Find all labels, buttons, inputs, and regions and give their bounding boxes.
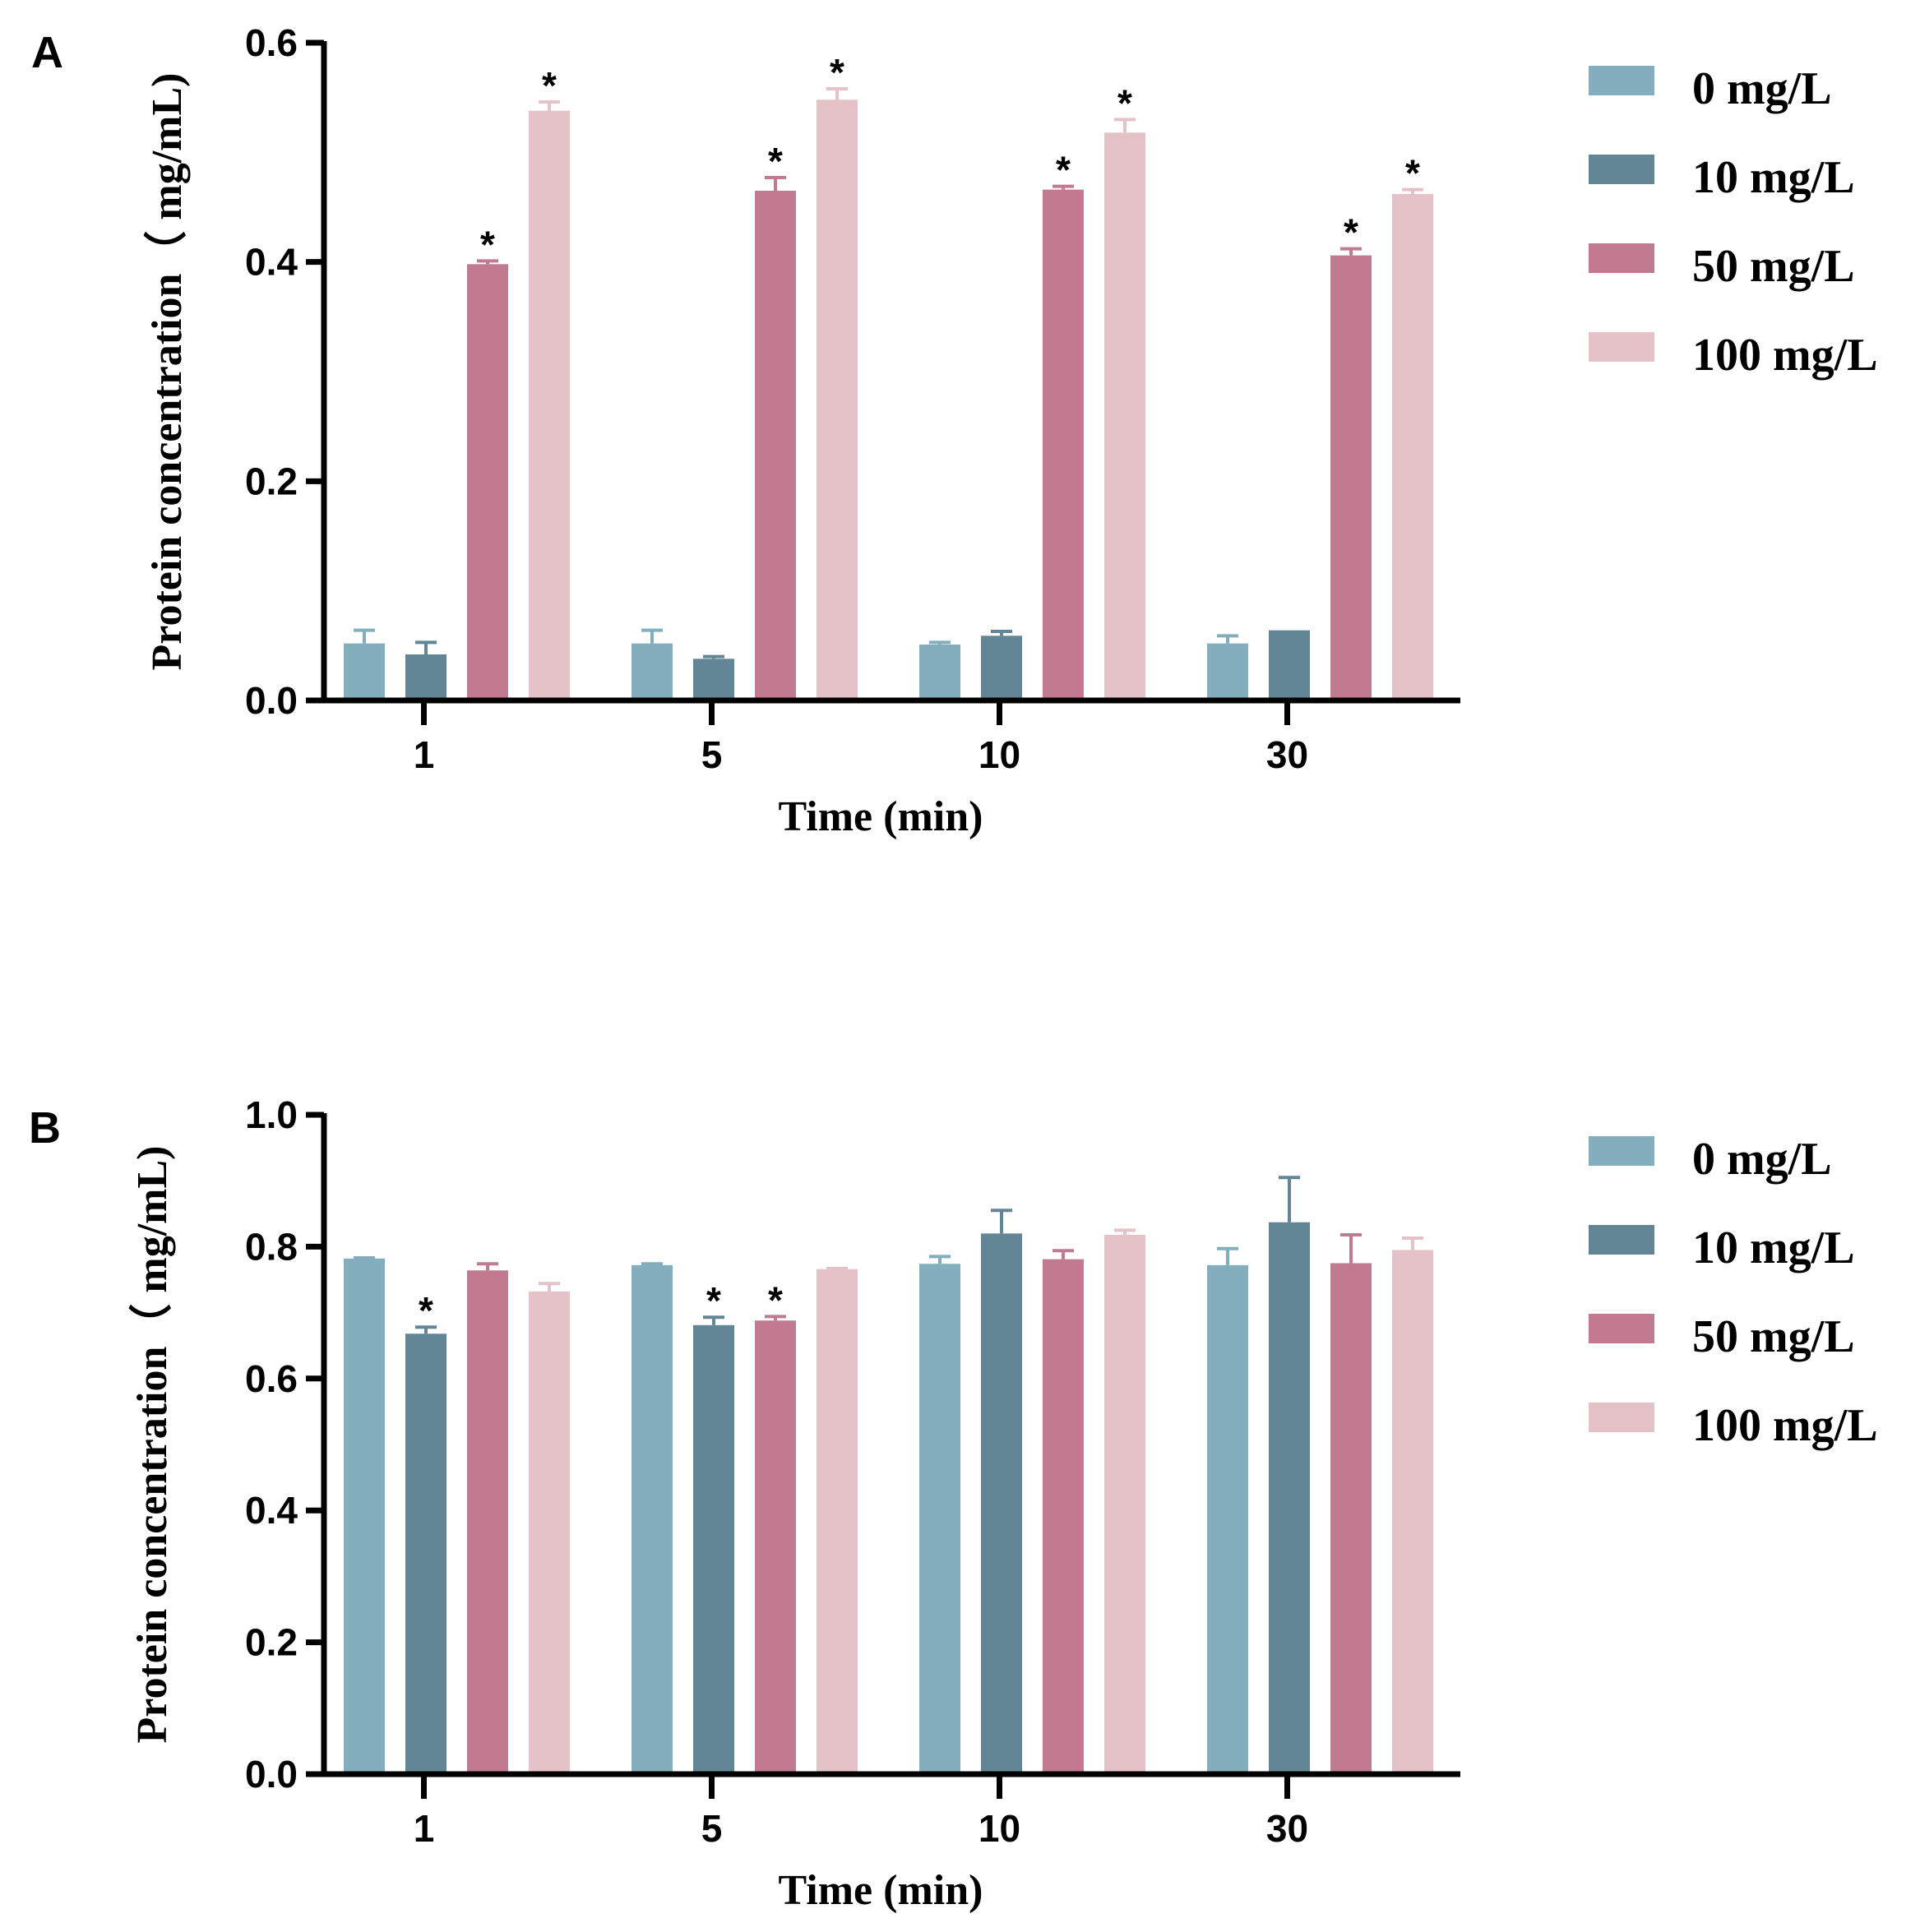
legend-swatch [1589, 243, 1654, 273]
significance-star: * [706, 1279, 721, 1322]
bar [405, 654, 446, 700]
y-tick-label: 0.8 [245, 1225, 298, 1268]
y-tick-label: 0.4 [245, 241, 298, 284]
panel-label: A [31, 28, 63, 77]
legend-swatch [1589, 1225, 1654, 1255]
x-tick-label: 5 [701, 733, 723, 776]
y-axis-title: Protein concentration（ mg/mL) [143, 73, 191, 671]
significance-star: * [830, 51, 844, 94]
bar [344, 643, 385, 700]
legend-swatch [1589, 1314, 1654, 1343]
x-axis-title: Time (min) [779, 1867, 983, 1914]
bar [1392, 194, 1433, 700]
x-tick-label: 30 [1266, 733, 1308, 776]
legend-label: 100 mg/L [1692, 330, 1878, 381]
significance-star: * [1344, 211, 1358, 254]
bar [1104, 132, 1145, 701]
bar [1043, 1259, 1084, 1774]
y-tick-label: 0.0 [245, 1753, 298, 1796]
bar [1392, 1250, 1433, 1774]
bar [919, 1264, 960, 1774]
bar [817, 99, 858, 701]
legend-swatch [1589, 332, 1654, 362]
legend-label: 10 mg/L [1692, 1223, 1855, 1273]
y-tick-label: 0.0 [245, 679, 298, 722]
y-tick-label: 0.2 [245, 1621, 298, 1664]
legend-label: 10 mg/L [1692, 152, 1855, 203]
chart-panel-a: A 0.0 0.2 0.4 0.6 Protein concentration（ mg/m… [31, 21, 1878, 840]
legend-swatch [1589, 66, 1654, 95]
legend: 0 mg/L 10 mg/L 50 mg/L 100 mg/L [1589, 63, 1878, 381]
y-tick-label: 0.6 [245, 1357, 298, 1400]
bar [1269, 1222, 1310, 1774]
significance-star: * [480, 223, 495, 266]
legend-swatch [1589, 1403, 1654, 1432]
bar [467, 264, 508, 700]
legend-swatch [1589, 1136, 1654, 1166]
significance-star: * [1056, 149, 1071, 192]
x-axis-title: Time (min) [779, 793, 983, 840]
x-tick-label: 30 [1266, 1807, 1308, 1850]
bar [981, 636, 1022, 700]
y-tick-label: 0.6 [245, 21, 298, 64]
bar [919, 645, 960, 700]
bar [1269, 630, 1310, 700]
bar [1043, 189, 1084, 700]
bar [467, 1270, 508, 1774]
legend-label: 50 mg/L [1692, 1311, 1855, 1362]
significance-star: * [768, 140, 783, 183]
x-tick-label: 10 [979, 1807, 1020, 1850]
significance-star: * [768, 1278, 783, 1321]
y-tick-label: 0.2 [245, 460, 298, 502]
legend-label: 0 mg/L [1692, 63, 1832, 114]
chart-panel-b: B 0.0 0.2 0.4 0.6 0.8 1.0 Protein concentration… [29, 1093, 1878, 1914]
bar [693, 659, 734, 700]
bar [1330, 1263, 1372, 1774]
y-axis-title: Protein concentration（ mg/mL) [128, 1146, 176, 1744]
y-tick-label: 1.0 [245, 1093, 298, 1136]
significance-star: * [419, 1289, 433, 1332]
bar [817, 1269, 858, 1774]
x-tick-label: 10 [979, 733, 1020, 776]
significance-star: * [1117, 81, 1132, 124]
bar [1207, 643, 1248, 700]
bar [529, 110, 570, 700]
bar [1207, 1264, 1248, 1774]
bar [693, 1324, 734, 1774]
legend-label: 100 mg/L [1692, 1400, 1878, 1451]
legend-swatch [1589, 155, 1654, 184]
legend-label: 0 mg/L [1692, 1134, 1832, 1185]
bar [1330, 255, 1372, 701]
significance-star: * [1405, 152, 1420, 195]
significance-star: * [542, 64, 557, 107]
bar [344, 1258, 385, 1774]
panel-label: B [29, 1103, 61, 1153]
x-tick-label: 1 [414, 1807, 435, 1850]
legend: 0 mg/L 10 mg/L 50 mg/L 100 mg/L [1589, 1134, 1878, 1451]
x-tick-label: 5 [701, 1807, 723, 1850]
bar [981, 1233, 1022, 1774]
bar [755, 191, 796, 700]
x-tick-label: 1 [414, 733, 435, 776]
legend-label: 50 mg/L [1692, 241, 1855, 292]
y-tick-label: 0.4 [245, 1489, 298, 1532]
bar [405, 1333, 446, 1774]
bar [529, 1291, 570, 1774]
bar [632, 1264, 673, 1774]
bar [755, 1320, 796, 1774]
bar [1104, 1234, 1145, 1774]
bar [632, 643, 673, 700]
